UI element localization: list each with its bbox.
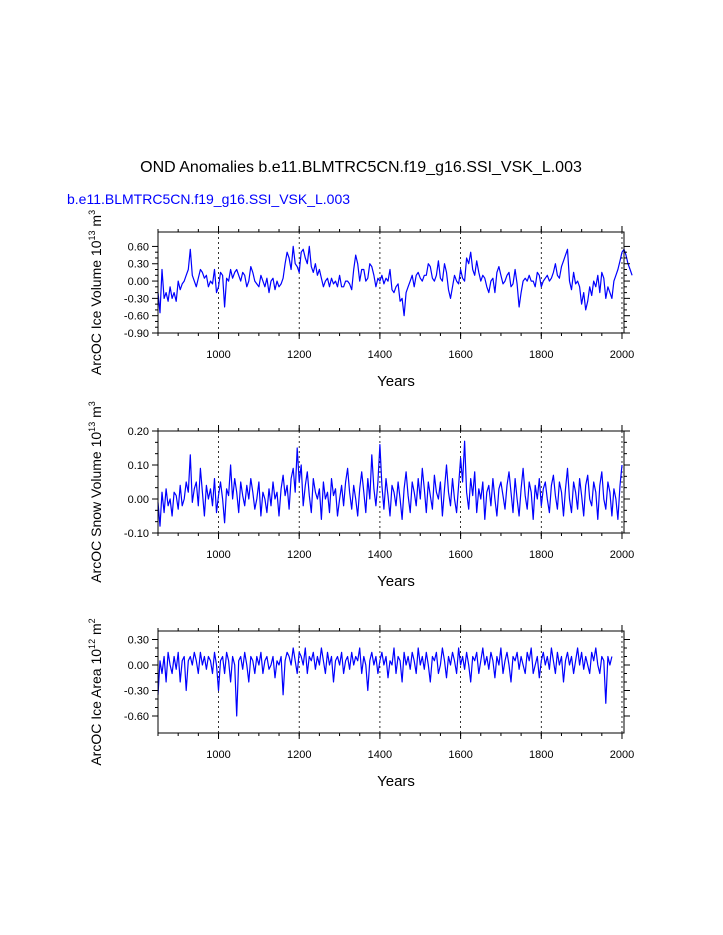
- y-axis-label: ArcOC Ice Area 1012 m2: [87, 618, 104, 765]
- x-tick-label: 1200: [287, 549, 311, 561]
- x-tick-label: 1400: [368, 749, 392, 761]
- x-tick-label: 2000: [610, 749, 634, 761]
- y-axis-label: ArcOC Snow Volume 1013 m3: [87, 401, 104, 583]
- x-tick-label: 1600: [448, 549, 472, 561]
- x-tick-label: 1000: [206, 349, 230, 361]
- plot-frame: [157, 630, 625, 734]
- plot-frame: [157, 231, 625, 334]
- y-tick-label: 0.00: [128, 660, 149, 672]
- figure-subtitle: b.e11.BLMTRC5CN.f19_g16.SSI_VSK_L.003: [67, 191, 350, 207]
- panel-2: 1000 1200 1400 1600 1800 2000 0.20 0.10 0.00 -0.1…: [87, 401, 634, 590]
- y-tick-label: 0.10: [128, 460, 149, 472]
- y-tick-label: -0.60: [124, 311, 149, 323]
- panel-3: 1000 1200 1400 1600 1800 2000 0.30 0.00 -0.30 -0.…: [87, 618, 634, 790]
- x-axis-label: Years: [377, 573, 415, 590]
- y-tick-label: -0.60: [124, 711, 149, 723]
- data-series-line: [157, 245, 633, 317]
- x-tick-label: 1000: [206, 549, 230, 561]
- figure-title: OND Anomalies b.e11.BLMTRC5CN.f19_g16.SS…: [140, 159, 582, 176]
- x-tick-label: 1600: [448, 749, 472, 761]
- x-axis-label: Years: [377, 773, 415, 790]
- x-tick-label: 2000: [610, 349, 634, 361]
- x-tick-label: 2000: [610, 549, 634, 561]
- x-axis-label: Years: [377, 373, 415, 390]
- y-axis-label: ArcOC Ice Volume 1013 m3: [87, 210, 104, 375]
- x-tick-label: 1800: [529, 349, 553, 361]
- x-tick-label: 1400: [368, 549, 392, 561]
- plot-frame: [157, 430, 625, 534]
- x-tick-label: 1000: [206, 749, 230, 761]
- x-tick-label: 1200: [287, 749, 311, 761]
- y-tick-label: 0.00: [128, 276, 149, 288]
- y-tick-label: -0.10: [124, 528, 149, 540]
- panels: 1000 1200 1400 1600 1800 2000 0.60 0.30 0.00 -0.3…: [87, 210, 634, 790]
- panel-1: 1000 1200 1400 1600 1800 2000 0.60 0.30 0.00 -0.3…: [87, 210, 634, 390]
- x-tick-label: 1400: [368, 349, 392, 361]
- y-tick-label: -0.30: [124, 293, 149, 305]
- y-tick-label: -0.90: [124, 328, 149, 340]
- x-tick-label: 1600: [448, 349, 472, 361]
- y-tick-label: 0.60: [128, 241, 149, 253]
- y-tick-label: 0.30: [128, 259, 149, 271]
- x-tick-label: 1800: [529, 749, 553, 761]
- y-tick-label: 0.30: [128, 635, 149, 647]
- data-series-line: [157, 440, 623, 527]
- y-tick-label: 0.00: [128, 494, 149, 506]
- y-tick-label: 0.20: [128, 426, 149, 438]
- data-series-line: [157, 647, 613, 717]
- x-tick-label: 1800: [529, 549, 553, 561]
- y-tick-label: -0.30: [124, 686, 149, 698]
- x-tick-label: 1200: [287, 349, 311, 361]
